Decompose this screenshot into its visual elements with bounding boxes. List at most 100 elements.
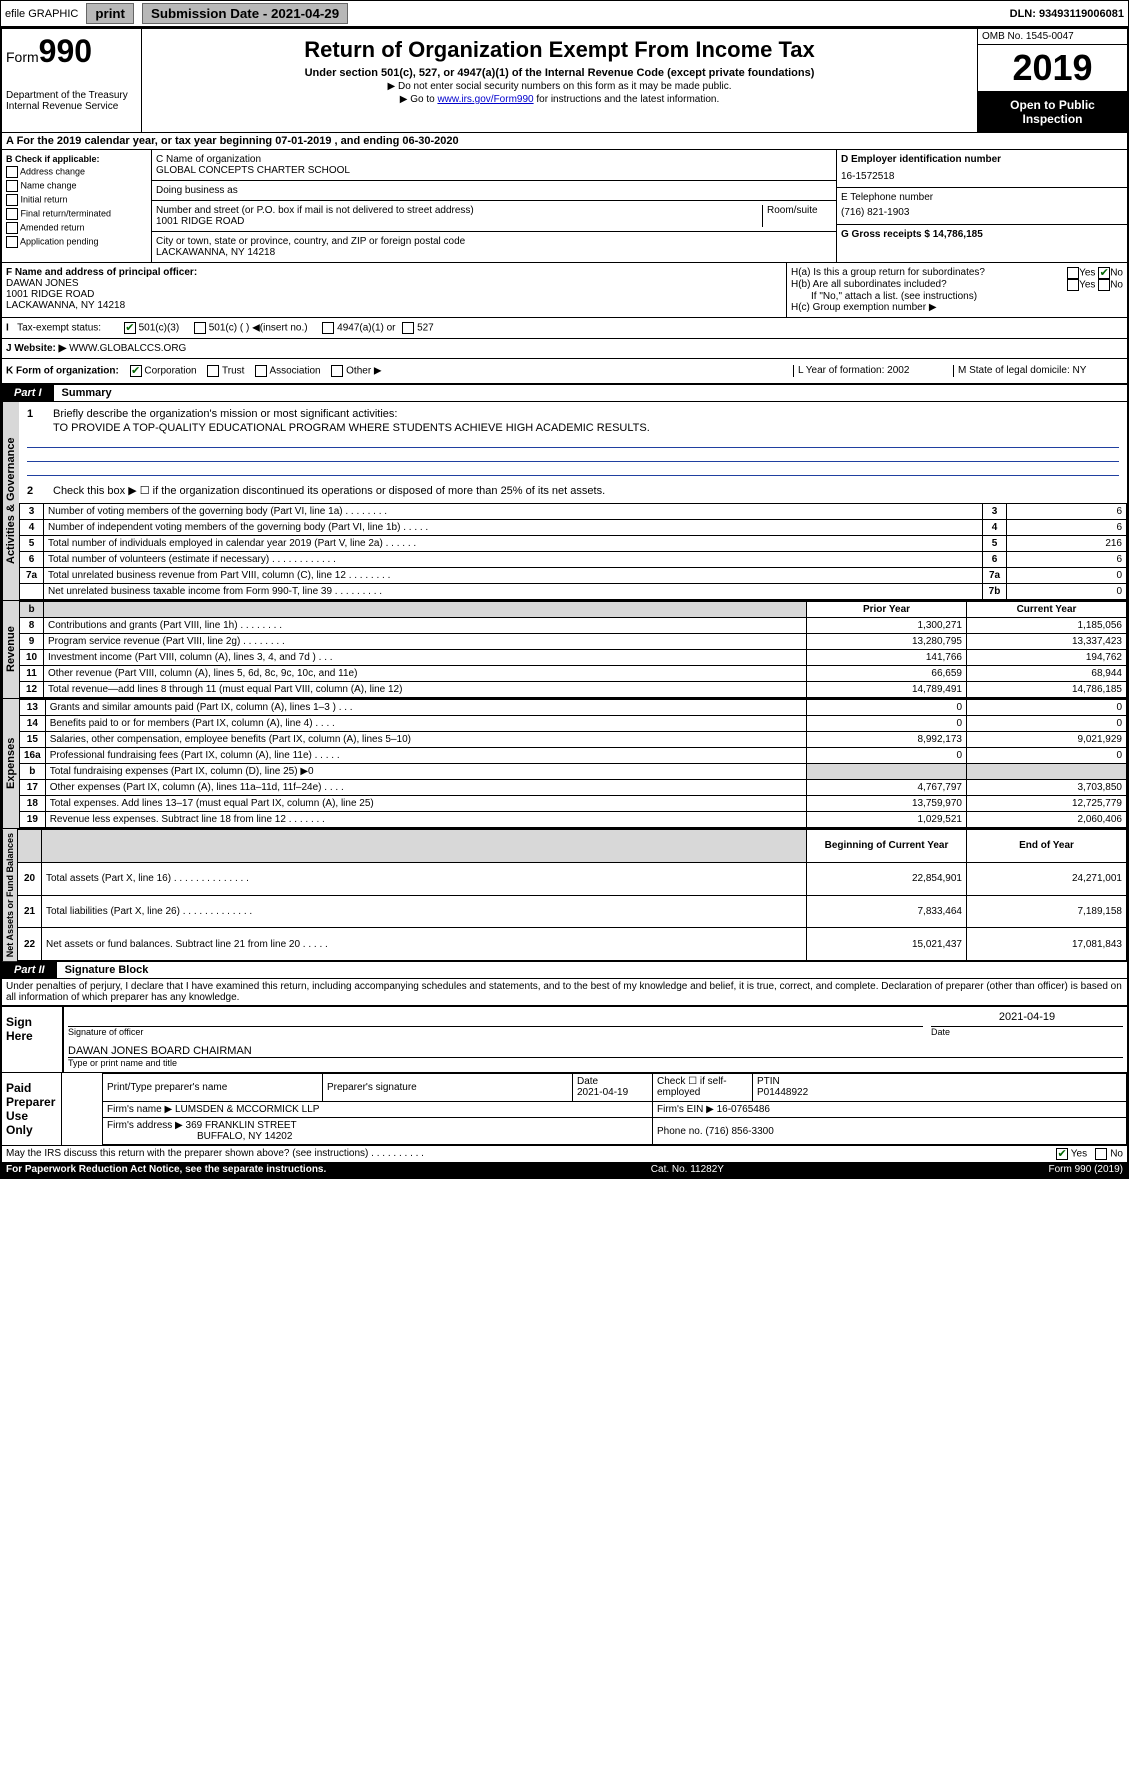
hb-yes-check[interactable]: [1067, 279, 1079, 291]
ein-val: 16-1572518: [841, 171, 1123, 182]
501c-check[interactable]: [194, 322, 206, 334]
section-bcde: B Check if applicable: Address change Na…: [2, 150, 1127, 263]
prep-date-label: Date: [577, 1076, 598, 1087]
gross-receipts: G Gross receipts $ 14,786,185: [841, 229, 983, 240]
part2-title: Signature Block: [57, 964, 149, 976]
table-row: Net unrelated business taxable income fr…: [20, 584, 1127, 600]
col-de: D Employer identification number 16-1572…: [837, 150, 1127, 262]
kopt0: Corporation: [144, 366, 196, 377]
revenue-table: bPrior YearCurrent Year8Contributions an…: [19, 601, 1127, 698]
revenue-label: Revenue: [2, 601, 19, 698]
trust-check[interactable]: [207, 365, 219, 377]
check-option[interactable]: Application pending: [6, 236, 147, 248]
other-check[interactable]: [331, 365, 343, 377]
preparer-table: Print/Type preparer's name Preparer's si…: [102, 1073, 1127, 1145]
check-b-header: B Check if applicable:: [6, 154, 100, 164]
check-option[interactable]: Amended return: [6, 222, 147, 234]
note2: ▶ Go to www.irs.gov/Form990 for instruct…: [150, 94, 969, 105]
table-row: 16aProfessional fundraising fees (Part I…: [20, 748, 1127, 764]
table-row: 8Contributions and grants (Part VIII, li…: [20, 618, 1127, 634]
open-to-public: Open to Public Inspection: [978, 92, 1127, 132]
form-prefix: Form: [6, 49, 39, 65]
form-number: 990: [39, 33, 92, 69]
firm-addr2: BUFFALO, NY 14202: [107, 1131, 292, 1142]
table-row: 21Total liabilities (Part X, line 26) . …: [18, 895, 1127, 928]
m-label: M State of legal domicile: NY: [953, 365, 1123, 377]
check-option[interactable]: Final return/terminated: [6, 208, 147, 220]
q2-num: 2: [27, 485, 53, 497]
table-row: 9Program service revenue (Part VIII, lin…: [20, 634, 1127, 650]
yes: Yes: [1079, 268, 1095, 279]
part2-header: Part II Signature Block: [2, 962, 1127, 979]
expenses-section: Expenses 13Grants and similar amounts pa…: [2, 699, 1127, 829]
city-val: LACKAWANNA, NY 14218: [156, 247, 832, 258]
527-check[interactable]: [402, 322, 414, 334]
expenses-label: Expenses: [2, 699, 19, 828]
addr-val: 1001 RIDGE ROAD: [156, 216, 762, 227]
note2-prefix: ▶ Go to: [400, 94, 438, 105]
501c3-check[interactable]: [124, 322, 136, 334]
note1: ▶ Do not enter social security numbers o…: [150, 81, 969, 92]
row-k: K Form of organization: Corporation Trus…: [2, 359, 1127, 385]
q1-text: Briefly describe the organization's miss…: [53, 408, 1119, 420]
discuss-no-check[interactable]: [1095, 1148, 1107, 1160]
paperwork-text: For Paperwork Reduction Act Notice, see …: [6, 1164, 326, 1175]
ptin-label: PTIN: [757, 1076, 780, 1087]
table-row: 19Revenue less expenses. Subtract line 1…: [20, 812, 1127, 828]
underline: [27, 436, 1119, 448]
kopt2: Association: [269, 366, 320, 377]
row-a-text: A For the 2019 calendar year, or tax yea…: [6, 135, 459, 147]
prep-date-val: 2021-04-19: [577, 1087, 628, 1098]
revenue-section: Revenue bPrior YearCurrent Year8Contribu…: [2, 601, 1127, 699]
firm-addr-label: Firm's address ▶: [107, 1120, 183, 1131]
cat-no: Cat. No. 11282Y: [651, 1164, 724, 1175]
room-label: Room/suite: [762, 205, 832, 227]
ha-no-check[interactable]: [1098, 267, 1110, 279]
row-j: J Website: ▶ WWW.GLOBALCCS.ORG: [2, 339, 1127, 359]
check-option[interactable]: Initial return: [6, 194, 147, 206]
q1-val: TO PROVIDE A TOP-QUALITY EDUCATIONAL PRO…: [27, 422, 1119, 434]
efile-label: efile GRAPHIC: [5, 8, 78, 20]
sig-date: 2021-04-19: [931, 1011, 1123, 1027]
netassets-table: Beginning of Current YearEnd of Year20To…: [17, 829, 1127, 961]
underline: [27, 450, 1119, 462]
k-label: K Form of organization:: [6, 366, 119, 377]
form-subtitle: Under section 501(c), 527, or 4947(a)(1)…: [150, 67, 969, 79]
kopt1: Trust: [222, 366, 244, 377]
table-row: 12Total revenue—add lines 8 through 11 (…: [20, 682, 1127, 698]
name-label: C Name of organization: [156, 154, 832, 165]
opt0: 501(c)(3): [139, 323, 180, 334]
table-row: 22Net assets or fund balances. Subtract …: [18, 928, 1127, 961]
table-row: 15Salaries, other compensation, employee…: [20, 732, 1127, 748]
note2-suffix: for instructions and the latest informat…: [534, 94, 720, 105]
perjury-text: Under penalties of perjury, I declare th…: [2, 979, 1127, 1005]
sign-here-label: Sign Here: [2, 1007, 62, 1072]
sign-here-section: Sign Here Signature of officer 2021-04-1…: [2, 1005, 1127, 1072]
name-label: Type or print name and title: [68, 1058, 1123, 1068]
check-option[interactable]: Name change: [6, 180, 147, 192]
hb-no-check[interactable]: [1098, 279, 1110, 291]
4947-check[interactable]: [322, 322, 334, 334]
irs-link[interactable]: www.irs.gov/Form990: [437, 94, 533, 105]
corp-check[interactable]: [130, 365, 142, 377]
table-row: 4Number of independent voting members of…: [20, 520, 1127, 536]
underline: [27, 464, 1119, 476]
prep-self-label: Check ☐ if self-employed: [653, 1074, 753, 1101]
row-fh: F Name and address of principal officer:…: [2, 263, 1127, 318]
yes2: Yes: [1079, 280, 1095, 291]
table-row: 13Grants and similar amounts paid (Part …: [20, 700, 1127, 716]
kopt3: Other ▶: [346, 366, 381, 377]
sig-name: DAWAN JONES BOARD CHAIRMAN: [68, 1045, 1123, 1058]
website-label: J Website: ▶: [6, 343, 66, 354]
discuss-yes-check[interactable]: [1056, 1148, 1068, 1160]
ha-yes-check[interactable]: [1067, 267, 1079, 279]
opt1: 501(c) ( ) ◀(insert no.): [209, 323, 308, 334]
ein-label: D Employer identification number: [841, 154, 1001, 165]
submission-button[interactable]: Submission Date - 2021-04-29: [142, 3, 348, 24]
discuss-text: May the IRS discuss this return with the…: [6, 1148, 424, 1160]
print-button[interactable]: print: [86, 3, 134, 24]
hc-label: H(c) Group exemption number ▶: [791, 302, 1123, 313]
check-option[interactable]: Address change: [6, 166, 147, 178]
part1-title: Summary: [54, 387, 112, 399]
assoc-check[interactable]: [255, 365, 267, 377]
